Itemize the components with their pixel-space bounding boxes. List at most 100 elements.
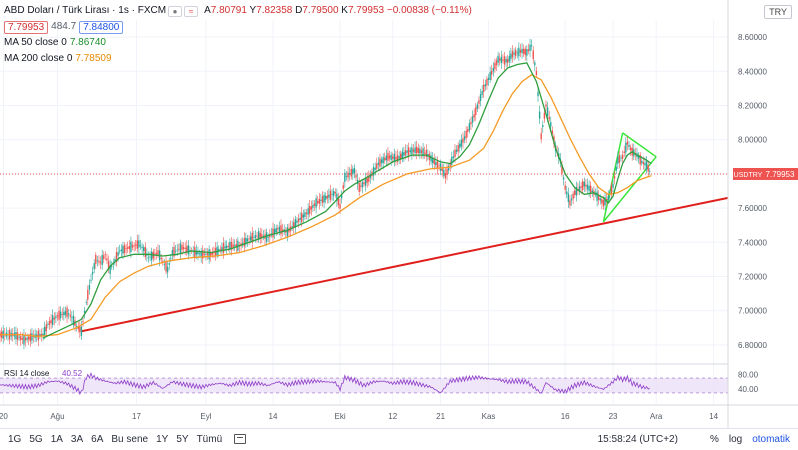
auto-toggle[interactable]: otomatik xyxy=(752,434,790,445)
candle-body xyxy=(395,156,397,160)
timeframe-3a[interactable]: 3A xyxy=(70,433,84,445)
candle-body xyxy=(187,245,190,255)
candle-body xyxy=(304,212,306,217)
timeframe-5y[interactable]: 5Y xyxy=(176,433,189,445)
candle-body xyxy=(639,154,641,165)
candle-body xyxy=(561,164,563,174)
y-tick-label: 7.60000 xyxy=(738,204,767,213)
x-tick-label: 16 xyxy=(561,412,570,421)
triangle-lower xyxy=(602,156,657,223)
candle-body xyxy=(562,177,565,180)
candle-body xyxy=(393,153,396,162)
timeframe-1y[interactable]: 1Y xyxy=(156,433,169,445)
candle-body xyxy=(382,157,384,164)
candle-body xyxy=(369,175,372,178)
candle-body xyxy=(135,244,137,246)
candle-body xyxy=(591,190,593,193)
candle-body xyxy=(157,250,159,255)
candle-body xyxy=(226,245,228,249)
candle-body xyxy=(478,100,480,104)
timeframe-1g[interactable]: 1G xyxy=(8,433,22,445)
candle-body xyxy=(245,237,247,245)
candle-body xyxy=(162,260,164,262)
candle-body xyxy=(45,324,47,332)
candle-body xyxy=(625,142,627,153)
symbol-title[interactable]: ABD Doları / Türk Lirası · 1s · FXCM xyxy=(4,5,167,16)
candle-body xyxy=(291,226,293,228)
candle-body xyxy=(63,311,65,316)
rsi-tick-label: 40.00 xyxy=(738,385,759,394)
candle-body xyxy=(347,172,349,178)
candle-body xyxy=(588,185,590,191)
axes: 8.600008.400008.200008.000007.800007.600… xyxy=(0,0,798,428)
candle-body xyxy=(323,195,325,203)
candle-body xyxy=(301,212,303,223)
candle-body xyxy=(147,257,150,259)
candle-body xyxy=(540,133,542,140)
candle-body xyxy=(254,235,257,239)
candle-body xyxy=(529,44,531,51)
candle-body xyxy=(505,59,507,63)
candle-body xyxy=(259,232,261,239)
calendar-icon[interactable] xyxy=(234,434,247,444)
candle-body xyxy=(197,251,199,255)
candle-body xyxy=(384,157,386,161)
buy-button[interactable]: 7.84800 xyxy=(79,20,124,34)
candle-body xyxy=(427,153,429,157)
candle-body xyxy=(20,336,22,341)
candle-body xyxy=(403,151,405,156)
candle-body xyxy=(26,337,28,340)
candle-body xyxy=(387,152,389,161)
timeframe-all[interactable]: Tümü xyxy=(196,433,223,445)
ma200-legend[interactable]: MA 200 close 0 7.78509 xyxy=(4,52,472,66)
candle-body xyxy=(313,203,316,206)
candle-body xyxy=(431,157,434,163)
currency-badge[interactable]: TRY xyxy=(764,5,792,19)
clock[interactable]: 15:58:24 (UTC+2) xyxy=(597,434,678,445)
candle-body xyxy=(194,247,196,257)
candle-body xyxy=(305,212,308,214)
candle-body xyxy=(467,129,469,132)
dot-icon[interactable]: ● xyxy=(168,5,183,17)
candle-body xyxy=(452,156,455,158)
candle-body xyxy=(227,246,229,248)
candle-body xyxy=(425,149,427,157)
candle-body xyxy=(524,48,526,56)
ma50-legend[interactable]: MA 50 close 0 7.86740 xyxy=(4,36,472,50)
candle-body xyxy=(16,332,19,341)
candle-body xyxy=(390,154,392,160)
wave-icon[interactable]: ≈ xyxy=(184,5,199,17)
candle-body xyxy=(31,333,33,341)
candle-body xyxy=(174,250,177,252)
timeframe-1a[interactable]: 1A xyxy=(50,433,63,445)
candle-body xyxy=(470,122,472,125)
log-toggle[interactable]: log xyxy=(728,434,743,445)
candle-body xyxy=(210,252,212,256)
candle-body xyxy=(572,193,574,199)
timeframe-6a[interactable]: 6A xyxy=(91,433,104,445)
candle-body xyxy=(235,244,237,248)
percent-toggle[interactable]: % xyxy=(709,434,719,445)
candle-body xyxy=(545,104,547,107)
candle-body xyxy=(542,125,544,127)
candle-body xyxy=(149,256,151,258)
candle-body xyxy=(184,248,186,249)
candle-body xyxy=(404,150,407,156)
candle-body xyxy=(67,313,70,315)
candle-body xyxy=(401,151,404,159)
candle-body xyxy=(447,165,450,171)
candle-body xyxy=(436,160,439,169)
candle-body xyxy=(40,333,43,336)
timeframe-5g[interactable]: 5G xyxy=(29,433,43,445)
x-tick-label: 21 xyxy=(436,412,445,421)
candle-body xyxy=(508,55,510,62)
candle-body xyxy=(232,244,234,247)
sell-button[interactable]: 7.79953 xyxy=(4,20,49,34)
candle-body xyxy=(332,191,335,197)
candle-body xyxy=(277,228,279,230)
candle-body xyxy=(366,178,368,183)
candle-body xyxy=(637,156,640,159)
timeframe-ytd[interactable]: Bu sene xyxy=(111,433,149,445)
candle-body xyxy=(329,190,332,200)
